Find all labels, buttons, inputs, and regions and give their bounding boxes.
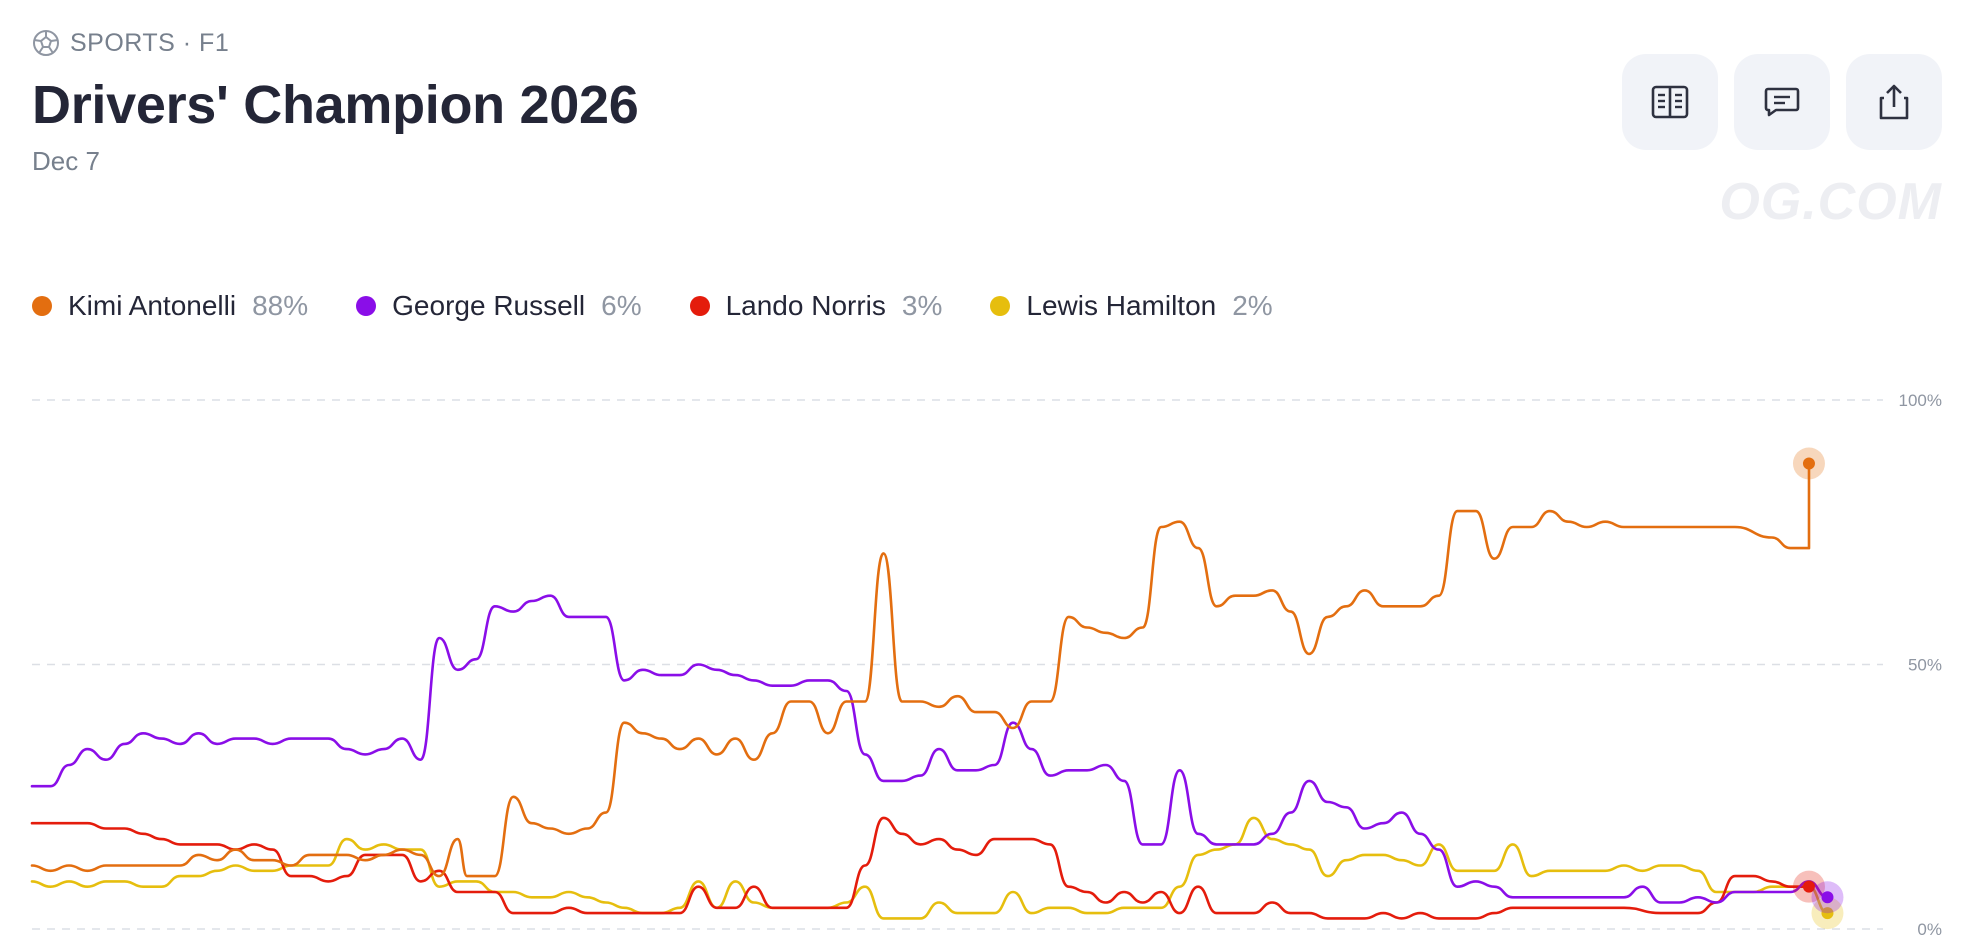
series-line [30, 816, 1829, 920]
legend-item[interactable]: George Russell 6% [356, 290, 642, 322]
y-tick-label: 100% [1899, 391, 1942, 410]
watermark-logo: OG.COM [1719, 173, 1942, 231]
series-line [30, 594, 1829, 904]
legend-item[interactable]: Lewis Hamilton 2% [990, 290, 1273, 322]
y-tick-label: 50% [1908, 656, 1942, 675]
endpoint-marker [1821, 907, 1834, 920]
market-title: Drivers' Champion 2026 [32, 75, 639, 135]
comments-button[interactable] [1734, 54, 1830, 150]
category-breadcrumb[interactable]: SPORTS · F1 [32, 22, 639, 64]
series-line [30, 816, 1811, 920]
sports-ball-icon [33, 30, 59, 56]
legend-value: 2% [1232, 290, 1273, 321]
endpoint-marker [1802, 880, 1815, 893]
rules-button[interactable] [1622, 54, 1718, 150]
share-button[interactable] [1846, 54, 1942, 150]
comment-icon [1764, 87, 1800, 117]
legend-dot [356, 296, 377, 316]
legend-value: 88% [252, 290, 309, 321]
legend-name: Kimi Antonelli [68, 290, 237, 321]
market-header: SPORTS · F1 Drivers' Champion 2026 Dec 7 [32, 22, 639, 177]
legend-value: 6% [601, 290, 642, 321]
series-line [30, 462, 1811, 878]
legend-value: 3% [901, 290, 943, 321]
legend-dot [689, 296, 710, 316]
legend-name: Lando Norris [725, 290, 886, 321]
legend-name: George Russell [392, 290, 586, 321]
market-date: Dec 7 [32, 146, 100, 176]
header-actions [1622, 54, 1942, 150]
endpoint-marker [1802, 457, 1815, 470]
y-tick-label: 0% [1917, 920, 1942, 939]
legend-name: Lewis Hamilton [1026, 290, 1217, 321]
legend-dot [32, 296, 52, 316]
chart-legend: Kimi Antonelli 88% George Russell 6% Lando N… [32, 290, 1273, 322]
endpoint-marker [1821, 891, 1834, 904]
legend-dot [990, 296, 1011, 316]
legend-item[interactable]: Kimi Antonelli 88% [32, 290, 308, 322]
category-label: SPORTS · F1 [70, 28, 230, 57]
share-icon [1879, 84, 1909, 120]
rules-book-icon [1651, 85, 1689, 119]
legend-item[interactable]: Lando Norris 3% [689, 290, 943, 322]
